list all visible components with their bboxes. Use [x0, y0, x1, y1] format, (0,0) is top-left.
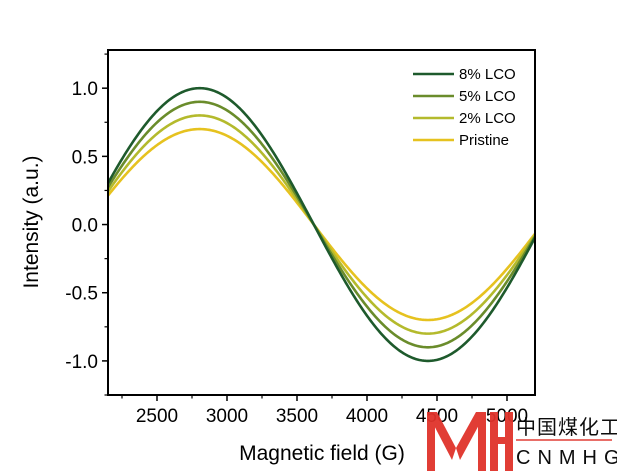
- series-line-0: [106, 86, 537, 363]
- y-tick-label: 0.5: [72, 147, 98, 168]
- plot-frame: [107, 49, 536, 396]
- legend: 8% LCO 5% LCO 2% LCO Pristine: [413, 66, 516, 149]
- x-tick-label: 3000: [206, 406, 248, 427]
- x-axis-ticks: 250030003500400045005000: [121, 395, 528, 427]
- legend-label-0: 8% LCO: [459, 66, 516, 83]
- x-tick-label: 3500: [276, 406, 318, 427]
- legend-label-2: 2% LCO: [459, 110, 516, 127]
- x-tick-label: 4000: [346, 406, 388, 427]
- watermark-text-en: CNMHG: [516, 447, 617, 469]
- watermark: 中国煤化工 CNMHG: [427, 412, 617, 471]
- legend-label-1: 5% LCO: [459, 88, 516, 105]
- y-tick-label: -1.0: [65, 352, 98, 373]
- y-axis-title: Intensity (a.u.): [20, 155, 43, 288]
- series-curves: [106, 86, 537, 363]
- y-tick-label: -0.5: [65, 284, 98, 305]
- legend-label-3: Pristine: [459, 132, 509, 149]
- x-axis-title: Magnetic field (G): [239, 442, 405, 465]
- y-axis-ticks: 1.0 0.5 0.0 -0.5 -1.0: [65, 53, 108, 396]
- x-tick-label: 2500: [136, 406, 178, 427]
- y-tick-label: 1.0: [72, 79, 98, 100]
- y-tick-label: 0.0: [72, 216, 98, 237]
- watermark-logo: [427, 412, 513, 471]
- series-line-3: [106, 127, 537, 322]
- watermark-text-cn: 中国煤化工: [516, 416, 617, 439]
